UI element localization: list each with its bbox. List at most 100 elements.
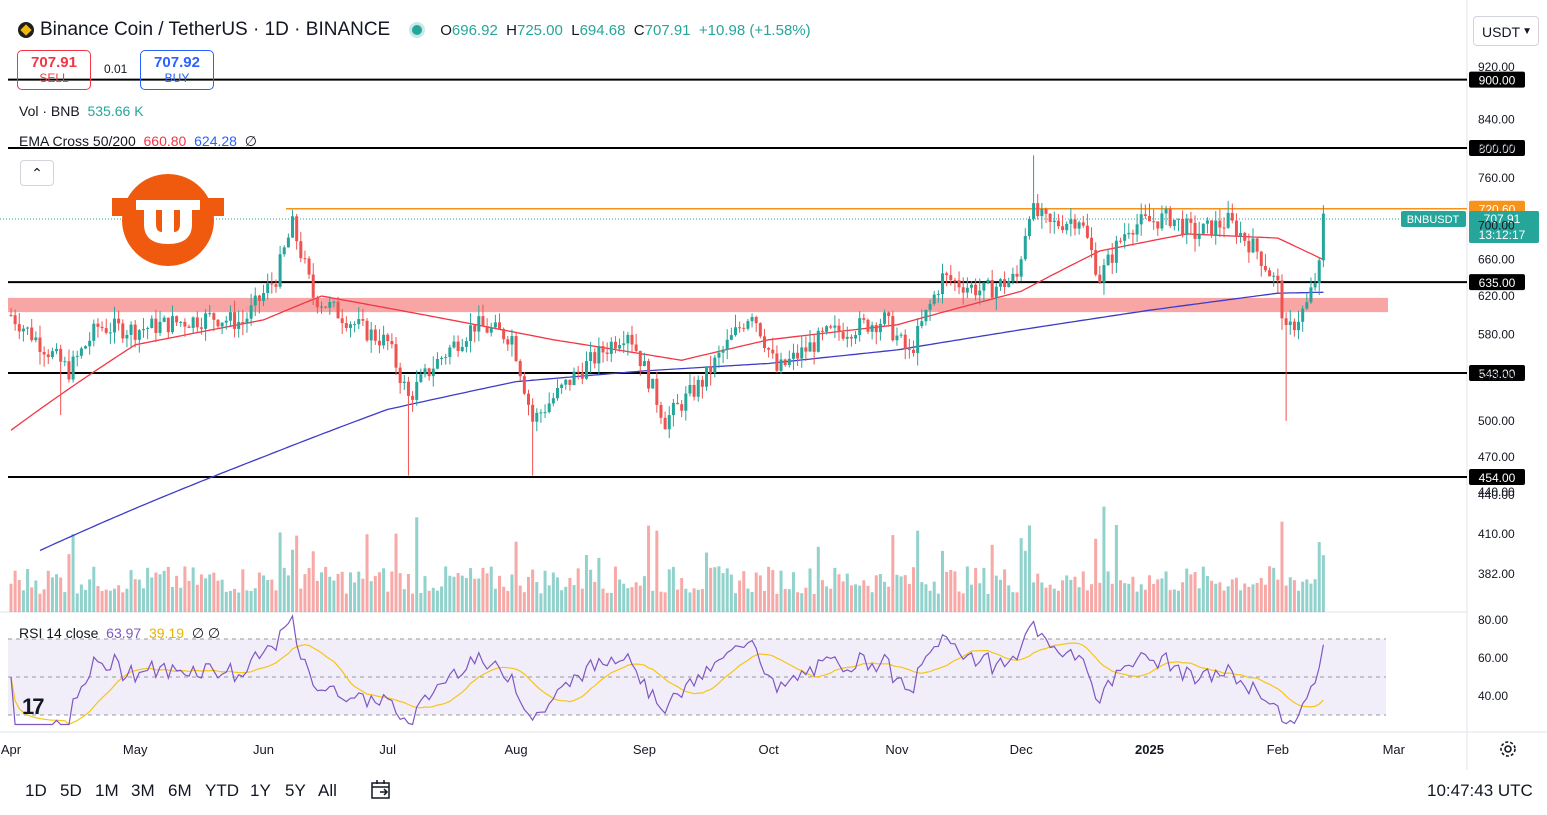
timeframe-3m[interactable]: 3M — [131, 781, 155, 800]
candle-body — [903, 334, 907, 349]
candle-body — [1268, 270, 1272, 277]
volume-bar — [328, 576, 332, 612]
candlesticks — [9, 155, 1325, 476]
candle-body — [1023, 236, 1027, 260]
currency-select[interactable]: USDT ▼ — [1473, 16, 1539, 46]
volume-bar — [514, 541, 518, 612]
volume-bar — [1218, 582, 1222, 612]
volume-bar — [953, 571, 957, 612]
volume-bar — [531, 569, 535, 612]
timeframe-ytd[interactable]: YTD — [205, 781, 239, 800]
candle-body — [750, 317, 754, 322]
timeframe-1d[interactable]: 1D — [25, 781, 47, 800]
candle-body — [113, 318, 116, 333]
candle-body — [779, 359, 783, 371]
volume-bar — [655, 530, 659, 612]
last-price-label: 707.91 — [1484, 212, 1521, 226]
volume-bar — [1259, 578, 1263, 612]
volume-bar — [30, 587, 34, 612]
candle-body — [1061, 226, 1065, 231]
volume-bar — [1019, 538, 1023, 612]
candle-body — [870, 325, 874, 332]
volume-bar — [787, 589, 791, 612]
volume-legend[interactable]: Vol · BNB 535.66 K — [19, 103, 144, 119]
sell-button[interactable]: 707.91 SELL — [17, 50, 91, 90]
candle-body — [878, 323, 882, 333]
volume-bar — [924, 584, 928, 612]
candle-body — [535, 412, 539, 422]
volume-bar — [415, 517, 419, 612]
volume-bar — [837, 574, 841, 612]
timeframe-1y[interactable]: 1Y — [250, 781, 271, 800]
timeframe-5d[interactable]: 5D — [60, 781, 82, 800]
volume-bar — [303, 574, 307, 612]
level-label: 543.00 — [1479, 367, 1516, 381]
clock[interactable]: 10:47:43 UTC — [1427, 781, 1533, 800]
volume-bar — [274, 590, 278, 612]
volume-bar — [266, 580, 270, 612]
candle-body — [212, 313, 216, 320]
candle-body — [1160, 213, 1164, 229]
candle-body — [936, 294, 940, 296]
candle-body — [270, 283, 274, 285]
candle-body — [489, 327, 493, 333]
candle-body — [783, 359, 787, 366]
timeframe-6m[interactable]: 6M — [168, 781, 192, 800]
support-zone-band — [8, 297, 1388, 313]
chevron-up-icon: ⌃ — [31, 165, 43, 181]
volume-bar — [572, 585, 576, 612]
volume-bar — [448, 575, 452, 612]
candle-body — [154, 318, 158, 333]
candle-body — [59, 348, 63, 362]
candle-body — [1106, 254, 1110, 266]
collapse-legend-button[interactable]: ⌃ — [20, 160, 54, 186]
volume-bar — [278, 532, 282, 612]
volume-bar — [613, 566, 617, 612]
volume-bar — [1073, 576, 1077, 612]
calendar-icon[interactable] — [369, 778, 393, 802]
volume-bar — [1114, 524, 1118, 612]
buy-button[interactable]: 707.92 BUY — [140, 50, 214, 90]
volume-bar — [435, 590, 439, 612]
candle-body — [998, 279, 1002, 287]
timeframe-all[interactable]: All — [318, 781, 337, 800]
volume-bar — [522, 592, 526, 612]
volume-bar — [551, 572, 555, 612]
volume-bar — [936, 593, 940, 612]
symbol-title[interactable]: Binance Coin / TetherUS · 1D · BINANCE — [40, 19, 391, 40]
volume-bar — [899, 576, 903, 612]
candle-body — [1172, 219, 1176, 227]
volume-bar — [88, 579, 92, 612]
volume-bar — [771, 570, 775, 612]
volume-bar — [137, 579, 141, 612]
candle-body — [1255, 238, 1259, 252]
candle-body — [729, 335, 733, 340]
volume-bar — [932, 581, 936, 612]
volume-bar — [129, 570, 133, 612]
volume-bar — [386, 591, 390, 612]
candle-body — [907, 348, 911, 350]
volume-bar — [411, 593, 415, 612]
candle-body — [1176, 218, 1180, 220]
timeframe-5y[interactable]: 5Y — [285, 781, 306, 800]
time-tick-label: Mar — [1383, 742, 1406, 757]
price-tick-label: 620.00 — [1478, 289, 1515, 303]
rsi-legend[interactable]: RSI 14 close 63.97 39.19 ∅ ∅ — [19, 625, 221, 641]
candle-body — [502, 329, 506, 340]
candle-body — [307, 258, 311, 275]
candle-body — [320, 306, 323, 308]
candle-body — [262, 293, 266, 301]
volume-bar — [593, 581, 597, 612]
timeframe-1m[interactable]: 1M — [95, 781, 119, 800]
last-price-badge — [1469, 211, 1539, 244]
level-label: 454.00 — [1479, 471, 1516, 485]
high-value: 725.00 — [516, 21, 563, 39]
candle-body — [498, 322, 502, 330]
price-chart[interactable]: 900.00800.00720.60635.00543.00454.00BNBU… — [0, 0, 1547, 770]
volume-bar — [440, 586, 444, 612]
gear-icon[interactable] — [1497, 738, 1519, 760]
volume-bar — [1201, 566, 1205, 612]
ema-legend[interactable]: EMA Cross 50/200 660.80 624.28 ∅ — [19, 133, 257, 149]
volume-bar — [754, 572, 758, 612]
volume-bar — [21, 590, 25, 612]
